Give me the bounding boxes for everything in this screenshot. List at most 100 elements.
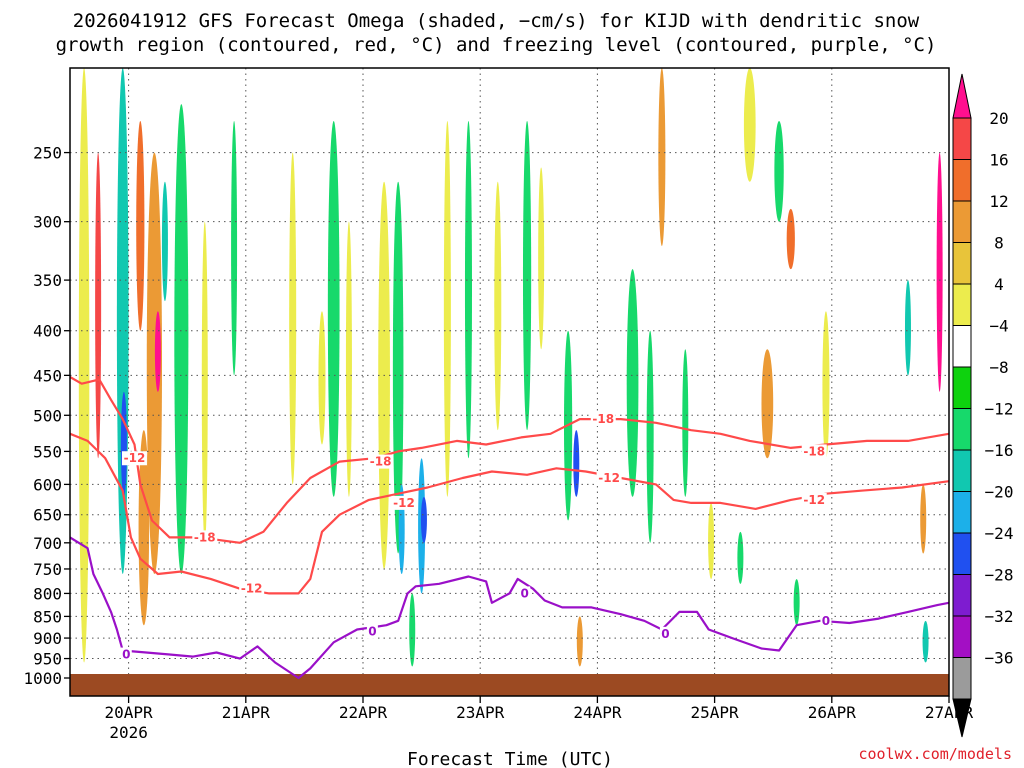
contour-label-bg <box>801 444 827 459</box>
colorbar-label: −16 <box>985 441 1014 460</box>
omega-cell <box>95 152 102 459</box>
contour-label: -12 <box>393 496 415 510</box>
colorbar-swatch <box>952 283 972 326</box>
colorbar-label: −24 <box>985 524 1014 543</box>
chart-title-line-1: 2026041912 GFS Forecast Omega (shaded, −… <box>73 10 920 32</box>
colorbar-swatch <box>952 532 972 575</box>
omega-cell <box>154 311 161 392</box>
contour-label-bg <box>590 412 616 427</box>
contour-label-bg <box>192 530 218 545</box>
y-tick-label: 750 <box>33 560 62 579</box>
omega-cell <box>78 68 90 663</box>
omega-cell <box>658 68 666 247</box>
omega-cell <box>576 616 583 667</box>
contour-label-bg <box>659 626 671 641</box>
contour-label: -18 <box>370 455 392 469</box>
colorbar-swatch <box>952 366 972 409</box>
contour-label: 0 <box>122 648 130 662</box>
colorbar-swatch <box>952 408 972 451</box>
omega-cell <box>922 620 929 663</box>
omega-cell <box>743 68 756 182</box>
x-tick-sublabel: 2026 <box>109 723 148 742</box>
y-tick-label: 450 <box>33 366 62 385</box>
omega-cell <box>138 430 150 626</box>
omega-cell <box>120 391 127 497</box>
y-tick-label: 500 <box>33 406 62 425</box>
contour-label: -18 <box>803 444 825 458</box>
contour-label: -12 <box>803 493 825 507</box>
chart-title-line-2: growth region (contoured, red, °C) and f… <box>56 34 937 56</box>
contour-label-bg <box>121 451 147 466</box>
colorbar-swatch <box>952 657 972 700</box>
omega-cell <box>146 152 163 574</box>
colorbar-top-arrow <box>952 73 972 119</box>
y-tick-label: 800 <box>33 584 62 603</box>
y-tick-label: 250 <box>33 144 62 163</box>
omega-cell <box>774 120 784 222</box>
contour-label: 0 <box>368 625 376 639</box>
omega-cell <box>573 430 580 497</box>
x-tick-label: 24APR <box>573 703 622 722</box>
omega-cell <box>793 578 800 626</box>
omega-cell <box>116 68 129 574</box>
colorbar-swatch <box>952 242 972 285</box>
colorbar-swatch <box>952 117 972 160</box>
colorbar-label: 12 <box>989 192 1008 211</box>
omega-cell <box>822 311 830 459</box>
contour-label-bg <box>801 492 827 507</box>
contour-label: 0 <box>822 614 830 628</box>
colorbar-label: −20 <box>985 483 1014 502</box>
contour-labels: -12 -18 -18 -18 -18 -12 -12 -12 -12 0 0 0 0 0 <box>120 412 832 662</box>
x-tick-label: 25APR <box>691 703 740 722</box>
contour-label: -12 <box>598 471 620 485</box>
contour-label: -18 <box>592 412 614 426</box>
y-tick-label: 350 <box>33 271 62 290</box>
colorbar-swatch <box>952 449 972 492</box>
contour-label-bg <box>120 647 132 662</box>
colorbar-label: 16 <box>989 151 1008 170</box>
omega-cell <box>420 496 427 543</box>
omega-cell <box>708 502 715 579</box>
contour-label: -18 <box>194 530 216 544</box>
omega-cell <box>920 484 927 554</box>
omega-cell <box>392 181 404 554</box>
omega-cell <box>538 167 545 350</box>
colorbar-swatch <box>952 615 972 658</box>
omega-cell <box>682 349 689 497</box>
colorbar-swatch <box>952 159 972 202</box>
omega-cell <box>345 221 352 497</box>
omega-cell <box>327 120 340 497</box>
watermark: coolwx.com/models <box>858 745 1012 763</box>
colorbar-swatch <box>952 200 972 243</box>
y-tick-label: 900 <box>33 629 62 648</box>
omega-cell <box>936 152 943 392</box>
contour-label-bg <box>820 613 832 628</box>
contour-label: 0 <box>661 627 669 641</box>
x-tick-label: 22APR <box>339 703 388 722</box>
ground-band <box>70 674 949 696</box>
colorbar-label: 4 <box>994 275 1004 294</box>
omega-cell <box>136 120 145 331</box>
contour-label-bg <box>391 495 417 510</box>
colorbar-label: −12 <box>985 400 1014 419</box>
contour-label-bg <box>366 624 378 639</box>
colorbar-label: −36 <box>985 649 1014 668</box>
x-axis-label: Forecast Time (UTC) <box>407 749 613 768</box>
y-tick-label: 400 <box>33 322 62 341</box>
ground-layer <box>70 674 949 696</box>
omega-cell <box>464 120 472 459</box>
colorbar-bottom-arrow <box>952 698 972 738</box>
colorbar-label: −8 <box>989 358 1008 377</box>
x-tick-label: 20APR <box>105 703 154 722</box>
contour-0 <box>70 536 949 680</box>
contour-label: -12 <box>241 582 263 596</box>
omega-cell <box>231 120 238 376</box>
y-tick-label: 650 <box>33 506 62 525</box>
y-tick-label: 1000 <box>23 669 62 688</box>
y-tick-label: 950 <box>33 650 62 669</box>
colorbar-label: 20 <box>989 109 1008 128</box>
contour-label-bg <box>368 454 394 469</box>
contour-label-bg <box>596 471 622 486</box>
contour--12 <box>70 432 949 595</box>
